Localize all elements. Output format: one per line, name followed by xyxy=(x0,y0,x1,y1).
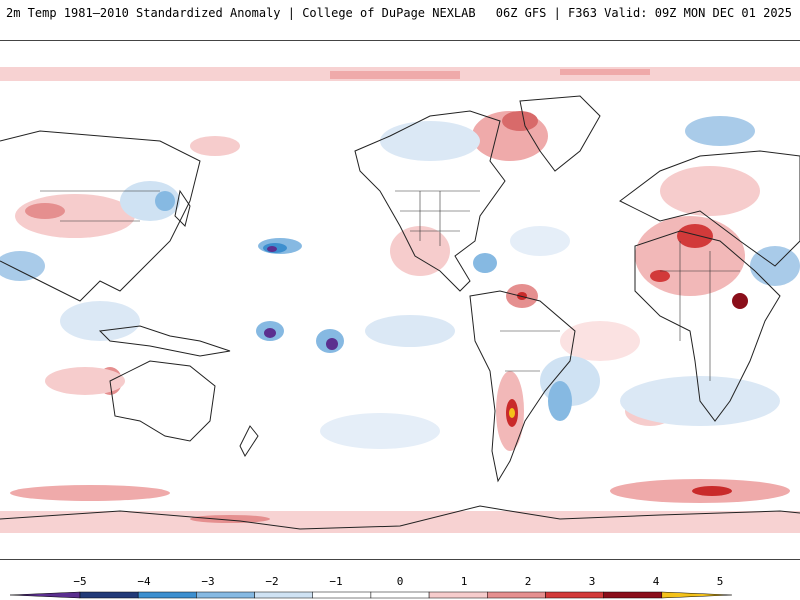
legend-color-segment xyxy=(428,591,488,599)
north-america-outline xyxy=(354,110,506,292)
legend-color-segment xyxy=(487,591,546,599)
map-title: 2m Temp 1981–2010 Standardized Anomaly |… xyxy=(6,6,476,20)
legend-color-segment xyxy=(137,591,197,599)
antarctic-warm-anomaly xyxy=(0,479,800,533)
legend-tick-label: −4 xyxy=(137,575,151,588)
legend-tick-label: 2 xyxy=(524,575,532,588)
legend-colorbar xyxy=(9,591,732,599)
legend-color-segment xyxy=(196,591,255,599)
legend-color-segment xyxy=(603,591,663,599)
legend-min-extend xyxy=(9,591,81,599)
south-america-outline xyxy=(469,290,576,483)
anomaly-map xyxy=(0,41,800,559)
eurasia-east-outline xyxy=(619,150,800,267)
australia-outline xyxy=(109,360,216,442)
japan-outline xyxy=(174,189,191,227)
legend-max-extend xyxy=(661,591,732,599)
legend-tick-label: 3 xyxy=(588,575,596,588)
legend-tick-label: −5 xyxy=(73,575,87,588)
legend-color-segment xyxy=(79,591,139,599)
legend-color-segment xyxy=(312,591,372,599)
legend-tick-label: 1 xyxy=(460,575,468,588)
legend-tick-label: 0 xyxy=(396,575,404,588)
run-info: 06Z GFS | F363 Valid: 09Z MON DEC 01 202… xyxy=(495,6,792,20)
maritime-asia-outline xyxy=(98,325,231,357)
legend-color-segment xyxy=(254,591,313,599)
antarctica-outline xyxy=(0,505,800,530)
legend-tick-label: −2 xyxy=(265,575,279,588)
legend-tick-label: 4 xyxy=(652,575,660,588)
asia-west-outline xyxy=(0,130,201,302)
greenland-outline xyxy=(519,95,601,172)
legend-tick-label: 5 xyxy=(716,575,724,588)
legend-tick-label: −1 xyxy=(329,575,343,588)
legend-color-segment xyxy=(545,591,604,599)
coastlines xyxy=(0,95,800,530)
map-panel xyxy=(0,40,800,560)
arctic-warm-anomaly xyxy=(0,67,800,81)
new-zealand-outline xyxy=(239,425,259,458)
legend-tick-label: −3 xyxy=(201,575,215,588)
legend-color-segment xyxy=(370,591,430,599)
africa-outline xyxy=(634,230,781,422)
political-borders xyxy=(40,190,740,381)
